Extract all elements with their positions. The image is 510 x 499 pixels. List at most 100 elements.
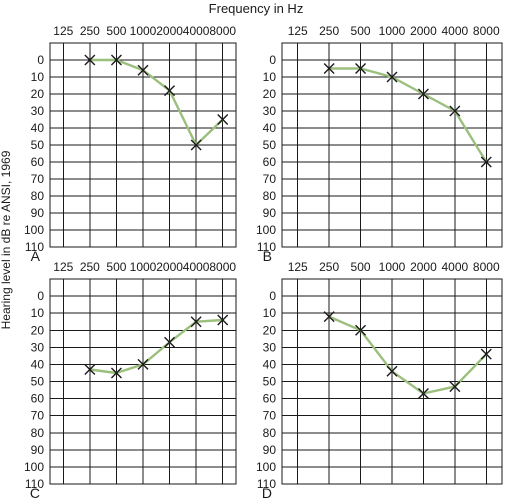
y-axis-label: Hearing level in dB re ANSI, 1969 [0,150,13,329]
panel-letter: A [31,248,41,264]
y-tick-label: 60 [31,155,45,169]
panel-letter: C [30,485,40,499]
x-tick-label: 500 [351,24,371,38]
x-tick-label: 250 [319,260,339,274]
x-tick-label: 500 [351,260,371,274]
y-tick-label: 90 [263,206,277,220]
x-tick-label: 500 [106,24,126,38]
y-tick-label: 40 [31,121,45,135]
x-tick-label: 4000 [442,24,469,38]
data-point-marker [137,64,149,76]
data-point-marker [110,367,122,379]
y-tick-label: 50 [263,375,277,389]
panel-b: 125 250 500 1000 2000 4000 8000 0 10 20 30 40 50 60 70… [256,24,503,264]
data-point-marker [355,324,367,336]
x-tick-label: 250 [80,24,100,38]
x-tick-label: 8000 [209,24,236,38]
y-tick-label: 110 [257,240,276,254]
x-tick-label: 4000 [442,260,469,274]
y-tick-label: 50 [31,375,45,389]
series-line [89,58,224,147]
series-line [89,318,223,375]
x-tick-label: 1000 [379,260,406,274]
y-tick-label: 100 [24,460,44,474]
y-tick-label: 110 [257,477,276,491]
panel-letter: B [263,248,272,264]
y-tick-label: 0 [37,53,44,67]
y-tick-label: 60 [263,392,277,406]
panel-c: 125 250 500 1000 2000 4000 8000 0 10 20 30 40 50 60 70… [24,260,237,499]
y-tick-label: 10 [263,306,277,320]
panel-letter: D [262,485,272,499]
x-tick-label: 125 [288,24,308,38]
y-tick-label: 40 [263,357,277,371]
y-tick-label: 100 [256,223,276,237]
data-point-marker [137,358,149,370]
y-tick-label: 80 [263,189,277,203]
x-tick-label: 8000 [473,24,500,38]
y-tick-label: 40 [263,121,277,135]
x-tick-label: 2000 [410,260,437,274]
data-point-marker [449,381,461,393]
panel-a: 125 250 500 1000 2000 4000 8000 0 10 20 30 40 50 60 70… [24,24,237,264]
data-point-marker [190,316,202,328]
data-point-marker [449,105,461,117]
x-tick-label: 250 [80,260,100,274]
x-tick-label: 250 [319,24,339,38]
y-tick-label: 80 [31,189,45,203]
y-tick-label: 50 [31,138,45,152]
series-line [329,67,488,163]
x-tick-label: 1000 [130,24,157,38]
y-tick-label: 110 [25,477,44,491]
data-point-marker [84,364,96,376]
x-tick-label: 125 [288,260,308,274]
y-tick-label: 30 [263,340,277,354]
y-tick-label: 80 [263,426,277,440]
data-point-marker [323,63,335,74]
y-tick-label: 30 [31,340,45,354]
y-tick-label: 0 [37,289,44,303]
data-point-marker [217,114,229,125]
y-tick-label: 40 [31,357,45,371]
x-tick-label: 500 [106,260,126,274]
x-tick-label: 8000 [473,260,500,274]
data-point-marker [417,88,429,100]
data-point-marker [480,156,492,168]
y-tick-label: 100 [256,460,276,474]
audiogram-panels: 125 250 500 1000 2000 4000 8000010203040506070… [24,24,503,499]
y-tick-label: 90 [31,443,45,457]
y-tick-label: 0 [269,53,276,67]
x-tick-label: 2000 [410,24,437,38]
panel-d: 125 250 500 1000 2000 4000 8000 0 10 20 30 40 50 60 70… [256,260,503,499]
y-tick-label: 90 [263,443,277,457]
x-tick-label: 1000 [379,24,406,38]
y-tick-label: 70 [263,409,277,423]
data-point-marker [323,311,335,323]
data-point-marker [217,314,229,326]
y-tick-label: 10 [31,70,45,84]
y-tick-label: 70 [31,409,45,423]
data-point-marker [355,63,367,74]
x-tick-label: 4000 [183,260,210,274]
y-tick-label: 30 [263,104,277,118]
y-tick-label: 50 [263,138,277,152]
x-tick-label: 125 [53,24,73,38]
data-point-marker [190,139,202,151]
x-tick-label: 2000 [156,260,183,274]
y-tick-label: 110 [25,240,44,254]
x-tick-label: 125 [53,260,73,274]
y-tick-label: 0 [269,289,276,303]
data-point-marker [386,365,398,377]
y-tick-label: 90 [31,206,45,220]
y-tick-label: 30 [31,104,45,118]
y-tick-label: 20 [31,323,45,337]
data-point-marker [386,71,398,83]
y-tick-label: 10 [263,70,277,84]
y-tick-label: 100 [24,223,44,237]
data-point-marker [417,387,429,399]
data-point-marker [110,54,122,66]
y-tick-label: 80 [31,426,45,440]
y-tick-label: 60 [263,155,277,169]
y-tick-label: 20 [263,323,277,337]
